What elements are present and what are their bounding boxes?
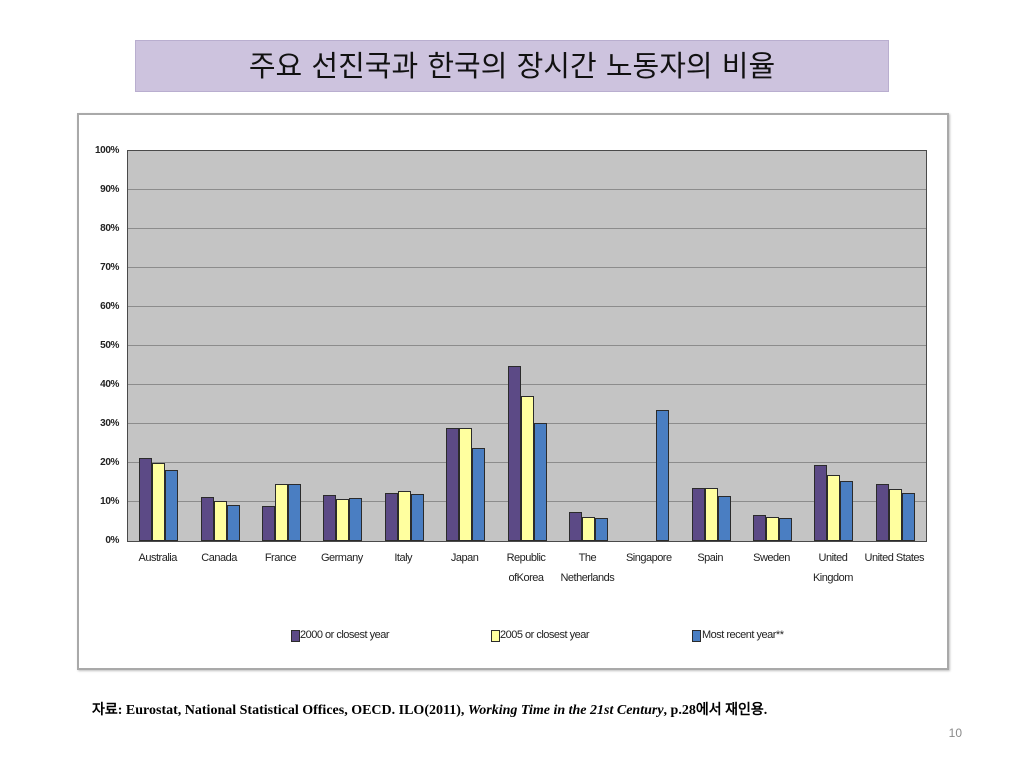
bar-japan-2005-or-closest-year	[459, 428, 473, 541]
legend-swatch-most-recent-year	[692, 630, 701, 642]
x-tick-label-united-states: United States	[864, 552, 925, 564]
x-tick-label-united-kingdom: United Kingdom	[812, 552, 853, 584]
source-suffix: , p.28에서 재인용.	[663, 703, 768, 718]
chart-frame: 2000 or closest year 2005 or closest yea…	[77, 113, 949, 670]
bar-spain-2005-or-closest-year	[704, 488, 718, 541]
y-tick-label: 50%	[100, 340, 119, 351]
bar-italy-2000-or-closest-year	[384, 493, 398, 541]
y-tick-label: 80%	[100, 223, 119, 234]
slide-title: 주요 선진국과 한국의 장시간 노동자의 비율	[135, 40, 889, 92]
legend-swatch-2005-or-closest-year	[491, 630, 500, 642]
bar-canada-2000-or-closest-year	[200, 496, 214, 541]
bar-australia-most-recent-year	[165, 469, 179, 541]
y-tick-label: 10%	[100, 496, 119, 507]
bar-united-states-2000-or-closest-year	[875, 484, 889, 541]
gridline	[128, 228, 926, 230]
bar-australia-2000-or-closest-year	[139, 458, 153, 541]
bar-germany-2000-or-closest-year	[323, 495, 337, 541]
bar-canada-2005-or-closest-year	[213, 500, 227, 541]
bar-republic-ofkorea-2000-or-closest-year	[507, 365, 521, 541]
bar-spain-most-recent-year	[717, 495, 731, 541]
bar-australia-2005-or-closest-year	[152, 463, 166, 541]
bar-sweden-2005-or-closest-year	[766, 516, 780, 541]
page-number: 10	[948, 726, 962, 740]
x-tick-label-italy: Italy	[394, 552, 413, 564]
bar-the-netherlands-2005-or-closest-year	[581, 516, 595, 541]
y-tick-label: 0%	[105, 535, 119, 546]
bar-france-most-recent-year	[287, 484, 301, 541]
y-tick-label: 90%	[100, 184, 119, 195]
gridline	[128, 189, 926, 191]
bar-france-2005-or-closest-year	[274, 484, 288, 541]
gridline	[128, 384, 926, 386]
gridline	[128, 267, 926, 269]
bar-germany-2005-or-closest-year	[336, 498, 350, 541]
x-tick-label-the-netherlands: The Netherlands	[560, 552, 615, 584]
source-book-title: Working Time in the 21st Century	[467, 703, 664, 718]
bar-the-netherlands-2000-or-closest-year	[568, 512, 582, 541]
x-tick-label-canada: Canada	[201, 552, 237, 564]
bar-spain-2000-or-closest-year	[691, 488, 705, 541]
source-note: 자료: Eurostat, National Statistical Offic…	[92, 702, 767, 720]
bar-united-states-most-recent-year	[901, 493, 915, 541]
gridline	[128, 345, 926, 347]
x-tick-label-france: France	[264, 552, 297, 564]
y-tick-label: 30%	[100, 418, 119, 429]
legend-label-2005-or-closest-year: 2005 or closest year	[500, 629, 590, 641]
bar-republic-ofkorea-most-recent-year	[533, 422, 547, 541]
bar-the-netherlands-most-recent-year	[594, 518, 608, 541]
bar-germany-most-recent-year	[349, 498, 363, 541]
gridline	[128, 306, 926, 308]
x-tick-label-republic-ofkorea: Republic ofKorea	[506, 552, 546, 584]
bar-united-kingdom-2005-or-closest-year	[827, 475, 841, 541]
bar-united-kingdom-2000-or-closest-year	[814, 464, 828, 541]
bar-sweden-2000-or-closest-year	[753, 515, 767, 541]
source-prefix: 자료: Eurostat, National Statistical Offic…	[92, 703, 468, 718]
x-tick-label-germany: Germany	[320, 552, 363, 564]
bar-italy-most-recent-year	[410, 493, 424, 541]
bar-republic-ofkorea-2005-or-closest-year	[520, 395, 534, 541]
bar-singapore-most-recent-year	[656, 409, 670, 541]
plot-area	[127, 150, 927, 542]
x-tick-label-japan: Japan	[450, 552, 479, 564]
bar-canada-most-recent-year	[226, 505, 240, 541]
x-tick-label-singapore: Singapore	[625, 552, 672, 564]
bar-italy-2005-or-closest-year	[397, 491, 411, 541]
y-tick-label: 100%	[95, 145, 119, 156]
y-tick-label: 70%	[100, 262, 119, 273]
legend-label-most-recent-year: Most recent year**	[702, 629, 784, 641]
y-tick-label: 40%	[100, 379, 119, 390]
x-tick-label-australia: Australia	[138, 552, 178, 564]
x-tick-label-spain: Spain	[697, 552, 723, 564]
bar-united-states-2005-or-closest-year	[888, 489, 902, 541]
bar-japan-2000-or-closest-year	[446, 428, 460, 541]
y-tick-label: 20%	[100, 457, 119, 468]
x-tick-label-sweden: Sweden	[753, 552, 790, 564]
legend-swatch-2000-or-closest-year	[291, 630, 300, 642]
bar-japan-most-recent-year	[472, 448, 486, 541]
legend-label-2000-or-closest-year: 2000 or closest year	[300, 629, 390, 641]
bar-sweden-most-recent-year	[779, 518, 793, 541]
bar-france-2000-or-closest-year	[261, 505, 275, 541]
y-tick-label: 60%	[100, 301, 119, 312]
bar-united-kingdom-most-recent-year	[840, 480, 854, 541]
